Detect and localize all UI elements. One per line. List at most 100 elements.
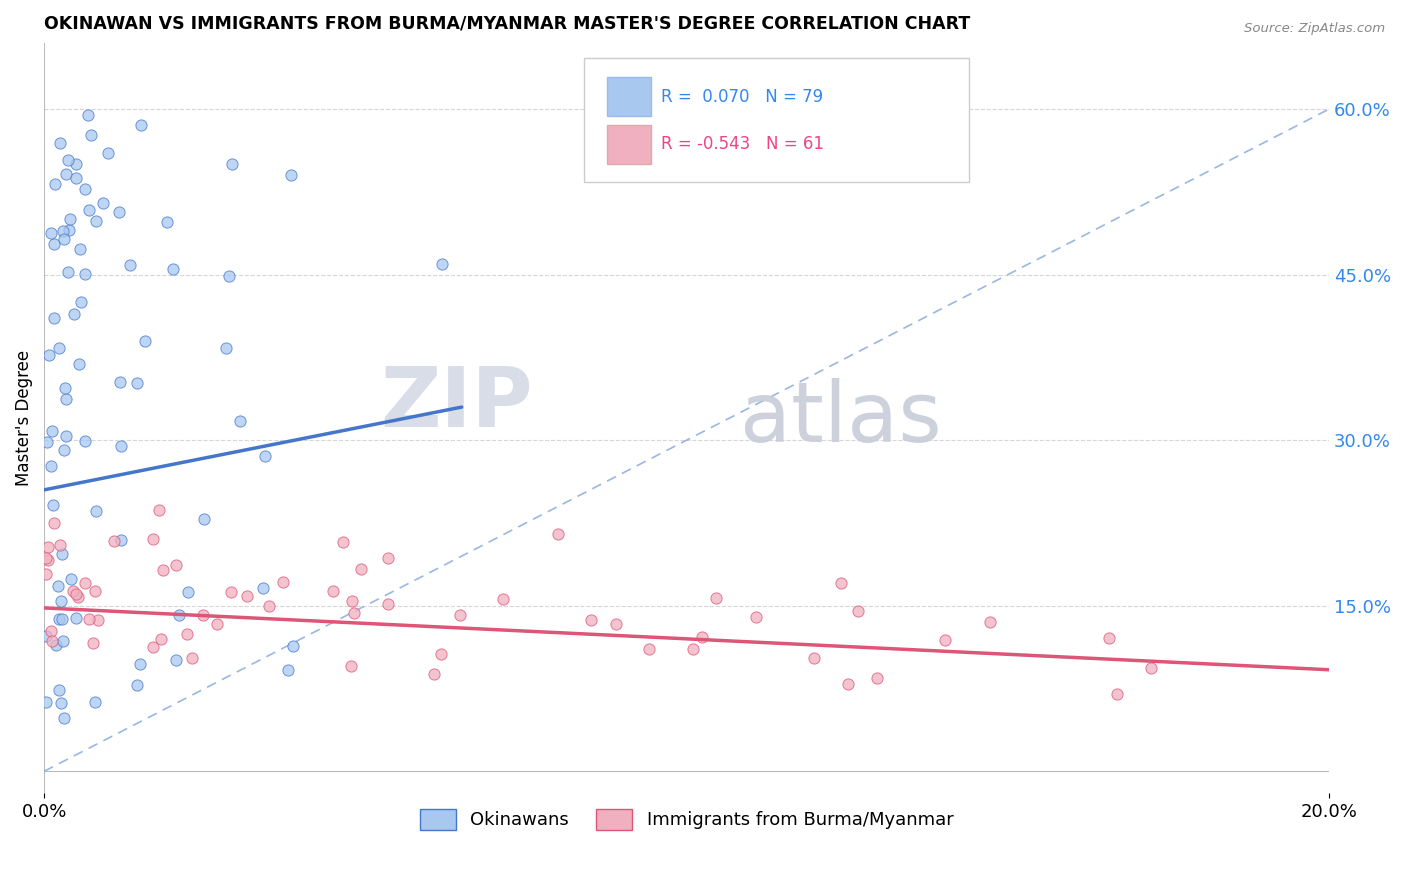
Point [65,171,87,186]
Point [49,538,72,552]
Point [423,666,446,681]
Text: atlas: atlas [740,377,942,458]
Point [866,671,889,685]
Point [80,128,103,142]
Point [547,527,569,541]
FancyBboxPatch shape [583,58,969,182]
Point [41,634,63,648]
Point [377,597,399,611]
Point [37,540,59,554]
Point [67,590,90,604]
Point [75,267,97,281]
Point [48,612,70,626]
Point [44,310,66,325]
Point [581,613,603,627]
Point [39,226,62,240]
Text: R =  0.070   N = 79: R = 0.070 N = 79 [661,88,823,106]
Point [273,574,295,589]
Point [41,425,63,439]
Point [75,576,97,591]
Point [83,695,105,709]
Point [48,682,70,697]
Point [35,434,58,449]
Point [254,449,277,463]
Point [52,232,75,246]
Point [51,612,73,626]
Point [377,550,399,565]
Point [53,381,76,395]
Point [129,657,152,671]
Point [332,534,354,549]
Point [257,599,280,614]
Point [48,342,70,356]
Point [745,610,768,624]
Point [934,633,956,648]
Point [277,663,299,677]
Point [62,584,84,599]
Point [35,694,58,708]
Point [322,583,344,598]
Point [252,581,274,595]
FancyBboxPatch shape [607,125,651,164]
Point [84,504,107,518]
Point [134,334,156,348]
Point [682,642,704,657]
Point [1098,631,1121,645]
Point [91,195,114,210]
Point [39,624,62,639]
Point [56,265,79,279]
Point [803,651,825,665]
Point [156,215,179,229]
Point [73,182,96,196]
Point [35,551,58,566]
Point [191,608,214,623]
Point [58,222,80,236]
Point [55,429,77,443]
Point [110,533,132,547]
Point [97,146,120,161]
Point [45,638,67,652]
Point [605,617,627,632]
Point [167,607,190,622]
Point [38,348,60,362]
Point [65,587,87,601]
Point [52,223,75,237]
Point [129,118,152,132]
Point [46,579,69,593]
Point [60,572,83,586]
Point [281,639,304,653]
Point [430,647,453,661]
Point [1139,661,1161,675]
Point [42,516,65,530]
Point [69,243,91,257]
Point [77,612,100,626]
Point [492,592,515,607]
Point [37,553,59,567]
Point [55,167,77,181]
Point [637,641,659,656]
Point [76,108,98,122]
Text: R = -0.543   N = 61: R = -0.543 N = 61 [661,136,824,153]
Point [53,711,76,725]
Point [35,629,58,643]
Text: OKINAWAN VS IMMIGRANTS FROM BURMA/MYANMAR MASTER'S DEGREE CORRELATION CHART: OKINAWAN VS IMMIGRANTS FROM BURMA/MYANMA… [44,15,970,33]
Point [51,547,73,561]
Point [432,257,454,271]
Point [1107,687,1129,701]
Point [979,615,1001,629]
Point [150,632,173,646]
Point [830,575,852,590]
Point [181,650,204,665]
Point [236,589,259,603]
Point [280,168,302,182]
Point [205,616,228,631]
Point [48,136,70,151]
Point [846,603,869,617]
Point [218,269,240,284]
Point [110,439,132,453]
Point [704,591,727,605]
Point [75,434,97,449]
Point [65,157,87,171]
Point [108,375,131,389]
Point [69,295,91,310]
